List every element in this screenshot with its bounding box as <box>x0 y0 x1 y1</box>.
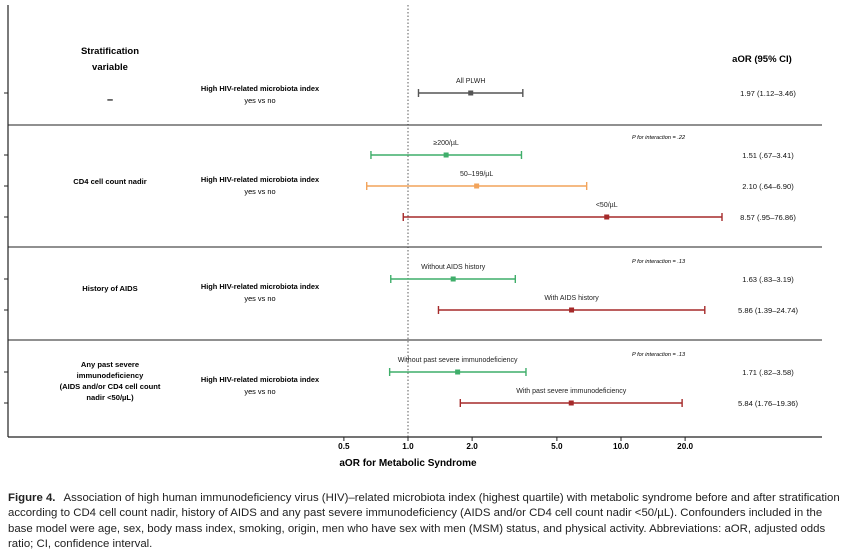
row-label: 50–199/µL <box>460 171 493 178</box>
stratification-header-line2: variable <box>92 62 128 73</box>
panel-variable-line4: nadir <50/µL) <box>86 393 134 402</box>
panel-comparison: yes vs no <box>244 294 275 303</box>
point-estimate <box>474 183 480 189</box>
panel-exposure: High HIV-related microbiota index <box>201 84 320 93</box>
forest-plot: Stratification variable aOR (95% CI) – H… <box>4 5 822 469</box>
panel-variable: – <box>107 94 113 106</box>
stratification-header: Stratification <box>81 46 139 57</box>
panel-comparison: yes vs no <box>244 387 275 396</box>
caption-text: Association of high human immunodeficien… <box>8 492 840 551</box>
panel-variable-line2: immunodeficiency <box>77 371 144 380</box>
panel-variable: CD4 cell count nadir <box>73 177 146 186</box>
panel-exposure: High HIV-related microbiota index <box>201 375 320 384</box>
row-label: With AIDS history <box>544 295 599 302</box>
panel-variable-line1: Any past severe <box>81 360 139 369</box>
point-estimate <box>569 307 575 313</box>
aor-ci-value: 2.10 (.64–6.90) <box>742 182 794 191</box>
aor-ci-value: 1.71 (.82–3.58) <box>742 368 794 377</box>
row-label: Without AIDS history <box>421 264 486 271</box>
left-axis-ticks <box>4 92 8 404</box>
point-estimate <box>568 400 574 406</box>
row-label: All PLWH <box>456 78 485 85</box>
point-estimate <box>443 152 449 158</box>
x-tick-label: 5.0 <box>551 442 563 451</box>
row-label: ≥200/µL <box>433 140 458 147</box>
panel-variable: History of AIDS <box>82 284 137 293</box>
aor-ci-header: aOR (95% CI) <box>732 54 792 65</box>
aor-ci-value: 1.63 (.83–3.19) <box>742 275 794 284</box>
aor-ci-value: 1.51 (.67–3.41) <box>742 151 794 160</box>
panel-comparison: yes vs no <box>244 96 275 105</box>
panel-variable-line3: (AIDS and/or CD4 cell count <box>60 382 161 391</box>
x-axis-title: aOR for Metabolic Syndrome <box>339 458 477 469</box>
p-interaction-label: P for interaction = .13 <box>632 259 686 265</box>
x-tick-label: 0.5 <box>338 442 350 451</box>
p-interaction-label: P for interaction = .13 <box>632 352 686 358</box>
panel-exposure: High HIV-related microbiota index <box>201 175 320 184</box>
aor-ci-value: 1.97 (1.12–3.46) <box>740 89 796 98</box>
figure-caption: Figure 4. Association of high human immun… <box>8 491 844 553</box>
aor-ci-value: 8.57 (.95–76.86) <box>740 213 796 222</box>
point-estimate <box>455 369 461 375</box>
point-estimate <box>604 214 610 220</box>
panel-comparison: yes vs no <box>244 187 275 196</box>
estimates: All PLWH 1.97 (1.12–3.46) ≥200/µL 1.51 (.67… <box>366 78 798 408</box>
point-estimate <box>468 90 474 96</box>
aor-ci-value: 5.86 (1.39–24.74) <box>738 306 798 315</box>
x-axis-ticks: 0.5 1.0 2.0 5.0 10.0 20.0 <box>338 437 694 451</box>
row-label: Without past severe immunodeficiency <box>398 357 518 364</box>
row-label: <50/µL <box>596 202 618 209</box>
x-tick-label: 10.0 <box>613 442 629 451</box>
x-tick-label: 20.0 <box>677 442 693 451</box>
row-label: With past severe immunodeficiency <box>516 388 627 395</box>
caption-label: Figure 4. <box>8 492 56 504</box>
aor-ci-value: 5.84 (1.76–19.36) <box>738 399 798 408</box>
x-tick-label: 1.0 <box>402 442 414 451</box>
panel-exposure: High HIV-related microbiota index <box>201 282 320 291</box>
x-tick-label: 2.0 <box>466 442 478 451</box>
p-interaction-label: P for interaction = .22 <box>632 135 686 141</box>
point-estimate <box>450 276 456 282</box>
